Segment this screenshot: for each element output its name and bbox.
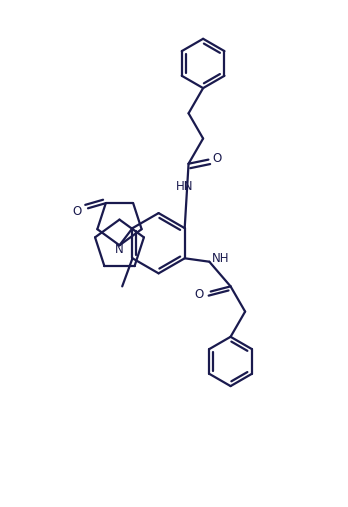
Text: O: O <box>213 152 222 165</box>
Text: NH: NH <box>212 252 230 266</box>
Text: HN: HN <box>176 179 193 193</box>
Text: O: O <box>72 204 81 218</box>
Text: N: N <box>115 243 124 256</box>
Text: O: O <box>195 288 204 301</box>
